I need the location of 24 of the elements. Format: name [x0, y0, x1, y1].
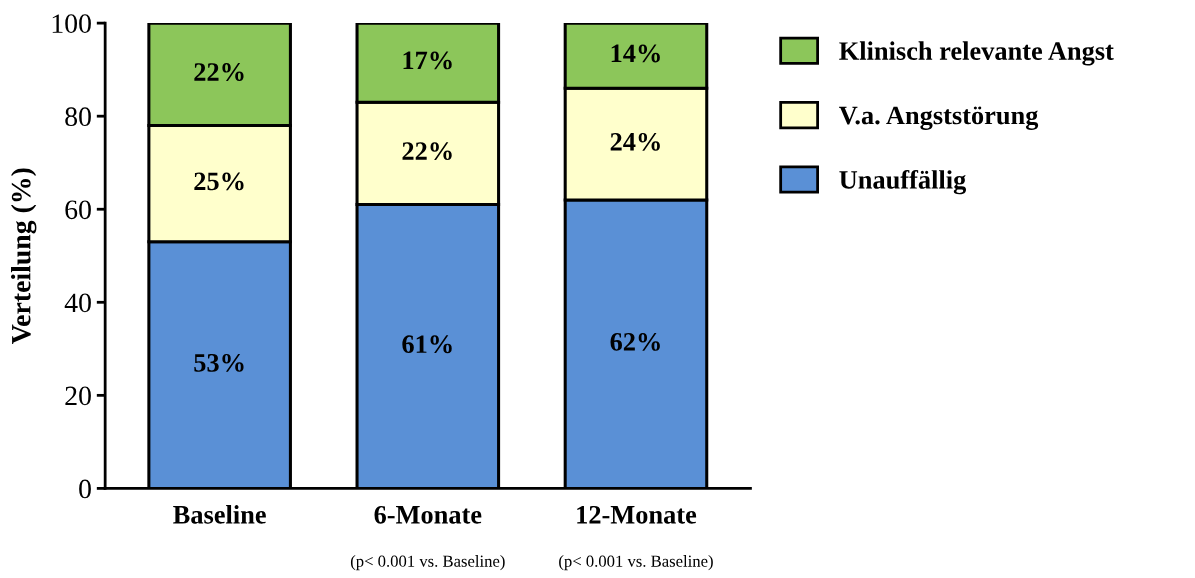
legend-label: V.a. Angststörung	[839, 106, 1039, 130]
y-tick-label: 80	[65, 107, 91, 127]
y-tick-label: 20	[65, 386, 91, 406]
y-tick-label: 40	[64, 293, 91, 313]
data-label: 24%	[610, 132, 660, 151]
data-label: 17%	[403, 51, 452, 70]
legend-label: Unauffällig	[839, 169, 967, 195]
y-tick-label: 60	[65, 200, 91, 220]
data-label: 53%	[194, 353, 244, 372]
data-label: 22%	[194, 63, 244, 81]
data-label: 62%	[610, 332, 660, 351]
data-label: 14%	[611, 44, 660, 63]
data-label: 22%	[402, 142, 452, 161]
data-label: 25%	[194, 172, 244, 191]
text: (p< 0.001 vs. Baseline)	[559, 555, 713, 571]
data-label: 61%	[402, 335, 452, 354]
text: (p< 0.001 vs. Baseline)	[350, 555, 505, 571]
y-tick-label: 0	[79, 479, 91, 499]
y-axis-title: Verteilung (%)	[11, 168, 37, 345]
y-tick-label: 100	[52, 14, 91, 34]
x-tick-label: Baseline	[173, 505, 266, 524]
legend-label: Klinisch relevante Angst	[839, 41, 1114, 66]
x-tick-label: 6-Monate	[374, 505, 482, 524]
x-tick-label: 12-Monate	[577, 505, 697, 524]
